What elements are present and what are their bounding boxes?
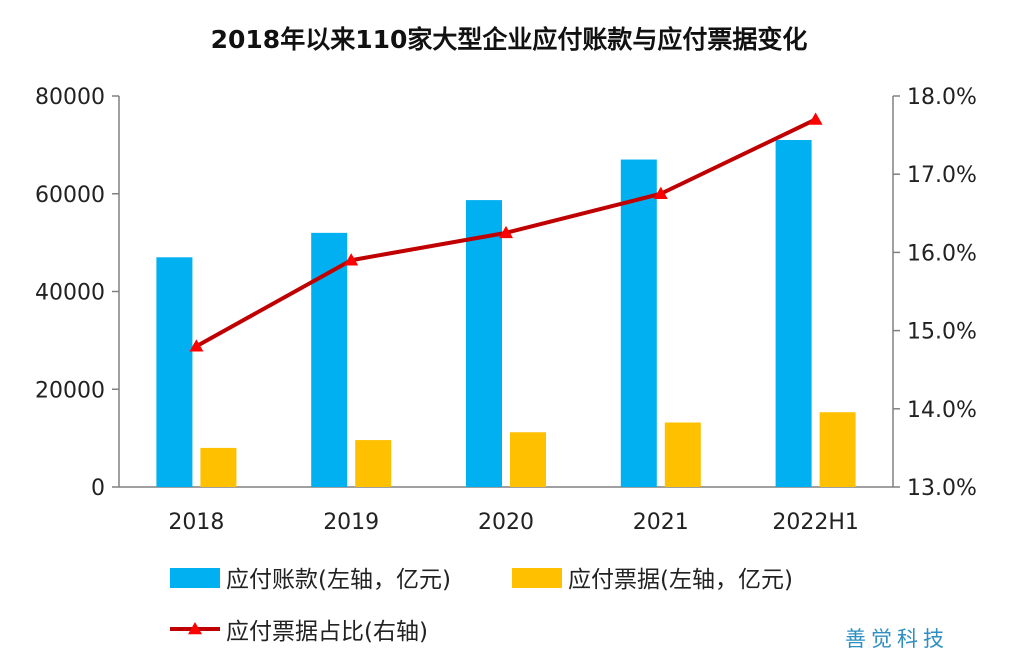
ratio-point-marker: [189, 339, 204, 352]
notes-payable-bar: [664, 422, 701, 487]
right-tick-label: 15.0%: [907, 320, 977, 345]
payables-bar: [156, 257, 193, 487]
legend-label: 应付票据占比(右轴): [226, 619, 428, 645]
left-tick-label: 0: [91, 476, 105, 501]
notes-payable-bar: [819, 412, 856, 487]
left-tick-label: 40000: [35, 281, 105, 306]
right-tick-label: 16.0%: [907, 241, 977, 266]
notes-payable-bar: [200, 447, 237, 487]
legend-swatch: [170, 568, 220, 588]
ratio-point-marker: [653, 186, 668, 199]
legend-swatch: [512, 568, 562, 588]
x-tick-label: 2020: [478, 510, 534, 535]
right-tick-label: 13.0%: [907, 476, 977, 501]
legend-marker: [188, 622, 202, 635]
x-tick-label: 2019: [323, 510, 379, 535]
ratio-point-marker: [499, 225, 513, 239]
ratio-point-marker: [808, 112, 823, 125]
bars: [156, 139, 856, 488]
payables-bar: [620, 159, 657, 487]
legend-label: 应付账款(左轴，亿元): [226, 567, 451, 593]
x-tick-label: 2021: [633, 510, 689, 535]
payables-bar: [466, 200, 502, 487]
left-tick-label: 80000: [35, 85, 105, 110]
watermark-text: 善觉科技: [845, 627, 949, 651]
payables-bar: [311, 232, 348, 487]
ratio-line: [189, 112, 823, 352]
x-tick-label: 2022H1: [772, 510, 859, 535]
right-tick-label: 14.0%: [907, 398, 977, 423]
right-tick-label: 18.0%: [907, 85, 977, 110]
notes-payable-bar: [510, 432, 546, 487]
payables-bar: [775, 139, 812, 488]
x-tick-label: 2018: [168, 510, 224, 535]
axes: 0 20000 40000 60000 80000 13.0% 14.0% 15.0% 16.0…: [35, 85, 977, 535]
legend-label: 应付票据(左轴，亿元): [568, 567, 793, 593]
ratio-point-marker: [344, 253, 359, 266]
chart-title: 2018年以来110家大型企业应付账款与应付票据变化: [211, 25, 808, 54]
notes-payable-bar: [355, 440, 392, 487]
left-tick-label: 60000: [35, 183, 105, 208]
left-tick-label: 20000: [35, 378, 105, 403]
right-tick-label: 17.0%: [907, 163, 977, 188]
legend: 应付账款(左轴，亿元) 应付票据(左轴，亿元) 应付票据占比(右轴): [170, 567, 793, 645]
